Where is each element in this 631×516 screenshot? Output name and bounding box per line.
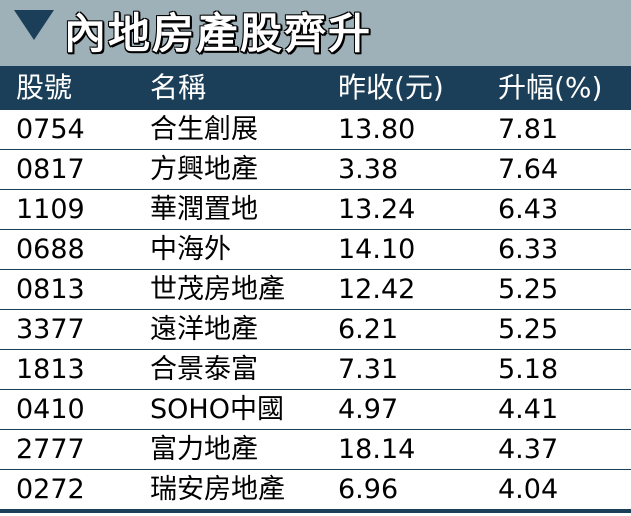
- stock-name: SOHO中國: [150, 394, 284, 425]
- stock-name: 合生創展: [150, 114, 258, 145]
- stock-code: 0813: [16, 274, 85, 305]
- stock-code: 2777: [16, 434, 85, 465]
- table-body: 0754 合生創展 13.80 7.81 0817 方興地產 3.38 7.64…: [0, 110, 631, 513]
- table-row: 3377 遠洋地產 6.21 5.25: [0, 310, 631, 350]
- previous-close: 3.38: [338, 154, 399, 185]
- gain-percent: 7.64: [498, 154, 559, 185]
- stock-code: 0410: [16, 394, 85, 425]
- gain-percent: 4.04: [498, 474, 559, 505]
- table-row: 1813 合景泰富 7.31 5.18: [0, 350, 631, 390]
- gain-percent: 4.37: [498, 434, 559, 465]
- stock-name: 方興地產: [150, 154, 258, 185]
- previous-close: 13.24: [338, 194, 416, 225]
- stock-name: 遠洋地產: [150, 314, 258, 345]
- previous-close: 7.31: [338, 354, 399, 385]
- table-row: 1109 華潤置地 13.24 6.43: [0, 190, 631, 230]
- column-header-close: 昨收(元): [338, 71, 444, 104]
- table-row: 0272 瑞安房地產 6.96 4.04: [0, 470, 631, 513]
- table-row: 0410 SOHO中國 4.97 4.41: [0, 390, 631, 430]
- stock-code: 0272: [16, 474, 85, 505]
- column-header-name: 名稱: [150, 71, 207, 104]
- previous-close: 6.21: [338, 314, 399, 345]
- gain-percent: 6.43: [498, 194, 559, 225]
- stock-code: 1813: [16, 354, 85, 385]
- stock-name: 中海外: [150, 234, 231, 265]
- gain-percent: 4.41: [498, 394, 559, 425]
- triangle-marker-icon: [14, 10, 54, 40]
- stock-code: 1109: [16, 194, 85, 225]
- stock-code: 3377: [16, 314, 85, 345]
- column-header-gain: 升幅(%): [498, 71, 603, 104]
- stock-code: 0754: [16, 114, 85, 145]
- gain-percent: 5.18: [498, 354, 559, 385]
- previous-close: 13.80: [338, 114, 416, 145]
- gain-percent: 5.25: [498, 314, 559, 345]
- previous-close: 12.42: [338, 274, 416, 305]
- previous-close: 18.14: [338, 434, 416, 465]
- gain-percent: 7.81: [498, 114, 559, 145]
- previous-close: 14.10: [338, 234, 416, 265]
- table-row: 0754 合生創展 13.80 7.81: [0, 110, 631, 150]
- stock-name: 合景泰富: [150, 354, 258, 385]
- stock-code: 0688: [16, 234, 85, 265]
- title-bar: 內地房產股齊升: [0, 0, 631, 66]
- table-header: 股號 名稱 昨收(元) 升幅(%): [0, 66, 631, 110]
- previous-close: 4.97: [338, 394, 399, 425]
- gain-percent: 5.25: [498, 274, 559, 305]
- previous-close: 6.96: [338, 474, 399, 505]
- stock-name: 華潤置地: [150, 194, 258, 225]
- page-title: 內地房產股齊升: [64, 9, 373, 58]
- stock-name: 世茂房地產: [150, 274, 285, 305]
- stock-code: 0817: [16, 154, 85, 185]
- table-row: 0813 世茂房地產 12.42 5.25: [0, 270, 631, 310]
- table-row: 2777 富力地產 18.14 4.37: [0, 430, 631, 470]
- column-header-code: 股號: [16, 71, 73, 104]
- stock-name: 瑞安房地產: [150, 474, 285, 505]
- table-row: 0817 方興地產 3.38 7.64: [0, 150, 631, 190]
- stock-name: 富力地產: [150, 434, 258, 465]
- gain-percent: 6.33: [498, 234, 559, 265]
- table-row: 0688 中海外 14.10 6.33: [0, 230, 631, 270]
